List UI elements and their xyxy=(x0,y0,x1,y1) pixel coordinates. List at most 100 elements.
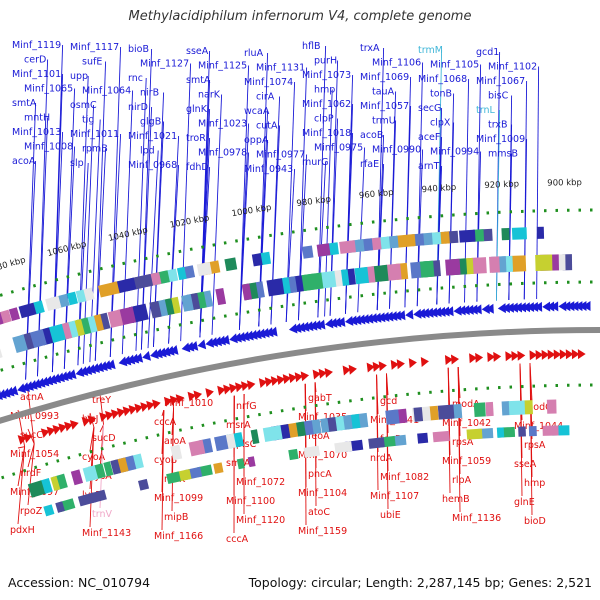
forward-gene-label: purH xyxy=(314,56,337,67)
reverse-gene-arrow xyxy=(300,371,310,382)
forward-gene-arrow xyxy=(582,301,591,312)
forward-gene-label: Minf_0968 xyxy=(128,160,177,171)
inner-feature-block-2 xyxy=(303,445,321,458)
inner-feature-block xyxy=(507,400,526,416)
reverse-gene-arrow xyxy=(487,352,496,363)
forward-gene-arrow xyxy=(546,301,555,312)
forward-gene-arrow xyxy=(360,314,370,325)
inner-feature-block-2 xyxy=(236,458,245,470)
inner-feature-block-2 xyxy=(528,426,537,437)
kbp-tick-label: 940 kbp xyxy=(421,183,456,196)
reverse-label-leader xyxy=(457,367,461,513)
forward-label-leader xyxy=(285,168,296,323)
accession-text: Accession: NC_010794 xyxy=(8,575,151,590)
forward-gene-arrow xyxy=(292,322,302,333)
inner-feature-block-2 xyxy=(432,430,450,443)
inner-feature-block xyxy=(485,401,494,417)
outer-feature-block-2 xyxy=(0,309,12,325)
forward-gene-label: Minf_1119 xyxy=(12,40,61,51)
forward-gene-label: Minf_1008 xyxy=(24,142,73,153)
inner-feature-block-2 xyxy=(247,456,256,468)
forward-gene-arrow xyxy=(578,301,587,312)
inner-feature-block xyxy=(110,459,122,475)
reverse-gene-arrow xyxy=(565,349,574,360)
reverse-gene-arrow xyxy=(547,349,556,360)
reverse-gene-label: Minf_1104 xyxy=(298,488,347,499)
forward-gene-label: cerD xyxy=(24,55,46,66)
forward-gene-arrow xyxy=(522,302,531,313)
reverse-gene-label: nrfG xyxy=(236,401,257,412)
kbp-tick-label: 1040 kbp xyxy=(107,226,148,244)
reverse-gene-arrow xyxy=(294,372,304,383)
inner-feature-block-2 xyxy=(393,434,407,446)
forward-gene-label: acoA xyxy=(12,156,36,167)
forward-gene-arrow xyxy=(253,329,262,340)
forward-gene-arrow xyxy=(393,310,402,321)
forward-gene-arrow xyxy=(328,317,338,328)
forward-gene-arrow xyxy=(570,301,579,312)
outer-feature-block xyxy=(489,256,500,273)
forward-gene-arrow xyxy=(265,327,274,338)
forward-gene-arrow xyxy=(217,335,226,346)
outer-feature-block xyxy=(241,283,252,301)
inner-feature-block xyxy=(385,409,400,425)
outer-feature-block-2 xyxy=(114,277,137,294)
forward-label-leader xyxy=(508,153,513,301)
forward-gene-arrow xyxy=(332,317,342,328)
forward-gene-label: Minf_1117 xyxy=(70,42,119,53)
reverse-gene-arrow xyxy=(288,373,298,384)
inner-feature-block xyxy=(295,421,306,437)
forward-gene-label: bioB xyxy=(128,44,149,55)
forward-gene-arrow xyxy=(562,301,571,312)
forward-gene-label: Minf_1068 xyxy=(418,74,467,85)
kbp-tick-label: 1000 kbp xyxy=(231,203,272,219)
forward-gene-arrow xyxy=(526,302,535,313)
reverse-gene-label: Minf_1136 xyxy=(452,513,501,524)
inner-feature-block-2 xyxy=(138,478,150,491)
reverse-gene-arrow xyxy=(559,349,568,360)
forward-gene-arrow xyxy=(197,339,207,350)
reverse-gene-arrow xyxy=(187,391,197,402)
reverse-gene-arrow xyxy=(240,381,250,392)
forward-gene-label: sufE xyxy=(82,57,102,68)
reverse-label-leader xyxy=(27,443,35,468)
forward-gene-label: nirB xyxy=(140,88,159,99)
reverse-gene-arrow xyxy=(366,362,375,373)
outer-feature-block xyxy=(445,258,461,276)
inner-feature-block xyxy=(428,405,439,421)
kbp-tick-label: 900 kbp xyxy=(547,178,582,189)
forward-gene-label: Minf_1106 xyxy=(372,58,421,69)
forward-gene-arrow xyxy=(209,337,219,347)
forward-gene-arrow xyxy=(574,301,583,312)
forward-gene-arrow xyxy=(542,301,551,312)
reverse-gene-arrow xyxy=(571,349,580,360)
forward-gene-arrow xyxy=(425,307,434,318)
reverse-gene-label: rlpA xyxy=(452,475,472,486)
forward-gene-label: oppA xyxy=(244,135,269,146)
inner-feature-block-2 xyxy=(496,427,505,438)
reverse-gene-arrow xyxy=(324,367,333,378)
inner-feature-block xyxy=(250,429,260,445)
forward-gene-label: narK xyxy=(198,90,221,101)
reverse-label-leader xyxy=(27,390,35,444)
reverse-gene-label: Minf_1054 xyxy=(10,449,59,460)
reverse-label-leader xyxy=(314,382,317,507)
outer-feature-block-2 xyxy=(421,232,433,246)
inner-feature-block xyxy=(188,439,206,457)
forward-gene-arrow xyxy=(365,313,374,324)
reverse-gene-label: hemB xyxy=(442,494,470,505)
reverse-gene-arrow xyxy=(517,350,526,361)
reverse-gene-arrow xyxy=(175,394,185,405)
reverse-gene-arrow xyxy=(58,423,68,433)
outer-feature-block xyxy=(107,309,124,328)
forward-gene-label: smtA xyxy=(12,98,37,109)
reverse-gene-label: treY xyxy=(92,395,111,406)
reverse-gene-arrow xyxy=(390,359,399,370)
reverse-gene-arrow xyxy=(134,403,144,414)
genome-title: Methylacidiphilum infernorum V4, complet… xyxy=(128,9,472,24)
inner-feature-block xyxy=(214,435,229,452)
forward-gene-label: upp xyxy=(70,71,88,82)
outer-feature-block-2 xyxy=(8,307,21,322)
reverse-gene-arrow xyxy=(110,409,120,420)
forward-gene-label: Minf_1065 xyxy=(24,84,73,95)
